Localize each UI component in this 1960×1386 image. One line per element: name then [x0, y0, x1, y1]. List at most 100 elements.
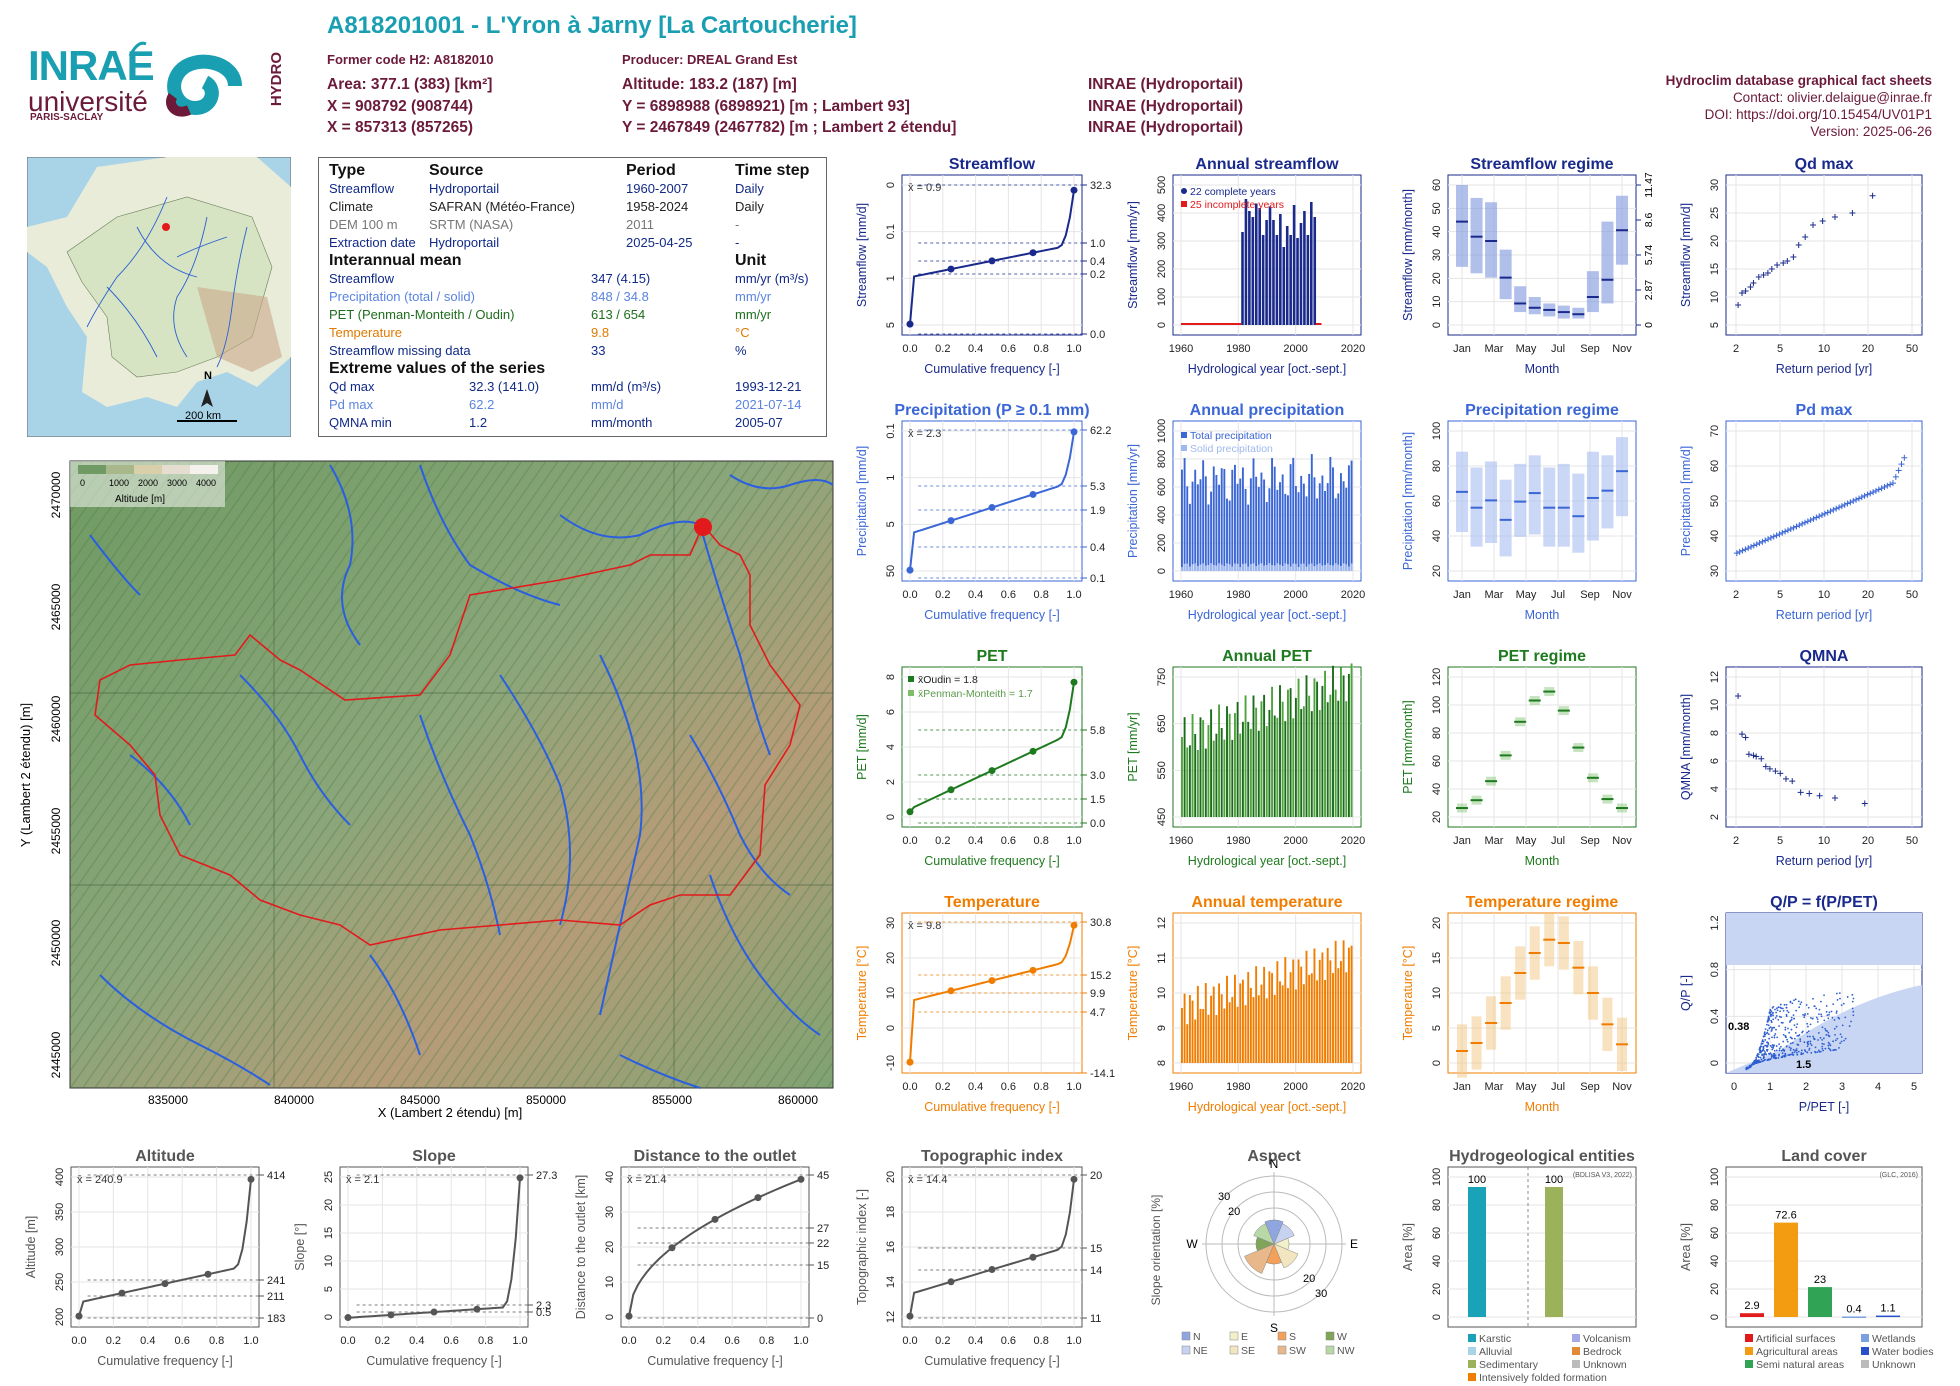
quantile-point — [948, 266, 955, 273]
x-tick-label: Sep — [1580, 835, 1600, 847]
x-tick-label: Mar — [1485, 1081, 1504, 1093]
annual-bar — [1290, 688, 1292, 817]
x-tick-label: 0.4 — [968, 1081, 983, 1093]
scatter-point — [1772, 1047, 1774, 1049]
annual-bar — [1335, 498, 1337, 571]
x-tick-label: Nov — [1612, 835, 1632, 847]
x-axis-label: Month — [1525, 362, 1560, 376]
scatter-point — [1847, 996, 1849, 998]
scatter-point — [1778, 1006, 1780, 1008]
annual-bar — [1343, 481, 1345, 571]
scatter-point — [1788, 1011, 1790, 1013]
y-tick-label: 100 — [1431, 422, 1443, 440]
right-tick-label: 62.2 — [1090, 425, 1111, 437]
y-tick-label: 300 — [1156, 232, 1168, 250]
plot-area — [902, 421, 1082, 581]
scatter-point — [1799, 1003, 1801, 1005]
annual-bar — [1215, 475, 1217, 571]
y-tick-label: 0 — [885, 814, 897, 820]
landcover-bar — [1842, 1316, 1866, 1318]
annual-bar — [1218, 705, 1220, 817]
chart-title: Pd max — [1796, 402, 1853, 419]
scatter-point — [1805, 1050, 1807, 1052]
scatter-point — [1786, 1010, 1788, 1012]
y-tick-label: 550 — [1156, 761, 1168, 779]
scatter-point — [1834, 1049, 1836, 1051]
annual-bar — [1186, 486, 1188, 571]
y-axis-label: Temperature [°C] — [1126, 946, 1140, 1041]
annual-bar — [1245, 489, 1247, 571]
legend-label: Solid precipitation — [1190, 443, 1273, 455]
x-axis-label: Hydrological year [oct.-sept.] — [1188, 1100, 1346, 1114]
y-tick-label: 20 — [1431, 565, 1443, 577]
right-tick-label: 1.0 — [1090, 238, 1105, 250]
annual-bar — [1266, 726, 1268, 817]
annual-bar — [1351, 461, 1353, 571]
y-tick-label: 0 — [1431, 322, 1443, 328]
scatter-point — [1823, 1043, 1825, 1045]
legend-label: Unknown — [1872, 1359, 1916, 1371]
annual-bar — [1308, 696, 1310, 817]
chart-title: Land cover — [1781, 1148, 1866, 1165]
y-tick-label: 15 — [1431, 952, 1443, 964]
annual-bar — [1245, 695, 1247, 817]
annual-bar — [1314, 678, 1316, 817]
annual-bar — [1279, 981, 1281, 1063]
annual-bar — [1307, 235, 1310, 325]
scatter-point — [1773, 1045, 1775, 1047]
quantile-point — [76, 1313, 83, 1320]
scatter-point — [1794, 1051, 1796, 1053]
chart-annual_precip: Annual precipitation Hydrological year [o… — [1126, 402, 1365, 622]
y-tick-label: 20 — [1431, 1283, 1443, 1295]
scatter-point — [1852, 1011, 1854, 1013]
scatter-point — [1792, 1052, 1794, 1054]
scatter-point — [1767, 1019, 1769, 1021]
y-tick-label: -10 — [885, 1055, 897, 1071]
x-tick-label: 0.8 — [1034, 343, 1049, 355]
annual-bar — [1295, 698, 1297, 817]
scatter-point — [1772, 1012, 1774, 1014]
legend-label: NE — [1193, 1345, 1208, 1357]
scatter-point — [1768, 1058, 1770, 1060]
y-tick-label: 40 — [1431, 1255, 1443, 1267]
chart-title: Topographic index — [921, 1148, 1063, 1165]
scatter-point — [1828, 1042, 1830, 1044]
annual-bar — [1335, 690, 1337, 817]
y-tick-label: 50 — [1709, 495, 1721, 507]
scatter-point — [1808, 1007, 1810, 1009]
x-tick-label: 5 — [1777, 835, 1783, 847]
scatter-point — [1821, 1043, 1823, 1045]
scatter-point — [1774, 1037, 1776, 1039]
regime-box — [1514, 464, 1526, 537]
right-tick-label: 2.87 — [1643, 280, 1655, 301]
regime-box — [1587, 452, 1599, 541]
quantile-point — [119, 1290, 126, 1297]
scatter-point — [1786, 1045, 1788, 1047]
annual-bar — [1284, 957, 1286, 1063]
solid-bar — [1242, 564, 1244, 571]
bar-value-label: 72.6 — [1775, 1210, 1796, 1222]
scatter-point — [1803, 1016, 1805, 1018]
regime-box — [1616, 437, 1628, 516]
y-tick-label: 4 — [1709, 786, 1721, 792]
legend-marker — [1572, 1360, 1580, 1368]
scatter-point — [1830, 1050, 1832, 1052]
ring-label: 30 — [1315, 1288, 1327, 1300]
x-tick-label: 20 — [1862, 835, 1874, 847]
scatter-point — [1801, 1053, 1803, 1055]
y-tick-label: 0 — [604, 1314, 616, 1320]
scatter-point — [1820, 1013, 1822, 1015]
annual-bar — [1223, 469, 1225, 571]
regime-box — [1529, 297, 1541, 314]
scatter-point — [1820, 1001, 1822, 1003]
solid-bar — [1268, 563, 1270, 571]
solid-bar — [1343, 563, 1345, 571]
scatter-point — [1786, 1015, 1788, 1017]
annual-bar — [1245, 1005, 1247, 1063]
scatter-point — [1810, 1043, 1812, 1045]
y-axis-label: Area [%] — [1679, 1223, 1693, 1271]
scatter-point — [1808, 1049, 1810, 1051]
scatter-point — [1765, 1053, 1767, 1055]
scatter-point — [1771, 1029, 1773, 1031]
y-axis-label: Precipitation [mm/d] — [1679, 446, 1693, 556]
